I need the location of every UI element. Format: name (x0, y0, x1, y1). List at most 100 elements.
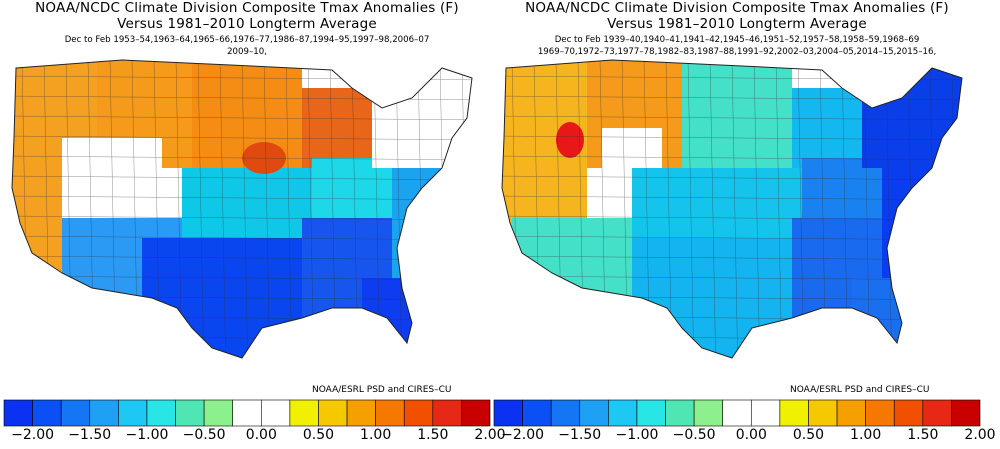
colorbar-swatch (260, 399, 291, 427)
us-outline (501, 59, 963, 359)
colorbar-swatch (750, 399, 781, 427)
colorbar (3, 399, 491, 427)
panel-title: NOAA/NCDC Climate Division Composite Tma… (2, 0, 492, 32)
us-anomaly-map (492, 58, 982, 378)
division-border (492, 376, 982, 378)
colorbar-tick-label: 2.00 (964, 427, 996, 443)
region-northeast (372, 60, 472, 168)
colorbar-tick-label: −1.00 (615, 427, 659, 443)
colorbar-swatch (865, 399, 895, 427)
right-map-panel: NOAA/NCDC Climate Division Composite Tma… (492, 0, 996, 449)
left-map-panel: NOAA/NCDC Climate Division Composite Tma… (2, 0, 506, 449)
division-border (974, 58, 980, 378)
colorbar-swatch (461, 399, 491, 427)
colorbar-swatch (203, 399, 234, 427)
division-border (12, 355, 472, 358)
division-border (502, 135, 962, 141)
division-border (12, 95, 472, 101)
colorbar-tick-label: −1.50 (68, 427, 112, 443)
colorbar-swatch (118, 399, 148, 427)
colorbar-swatch (550, 399, 581, 427)
division-border (885, 60, 893, 358)
division-border (12, 115, 472, 121)
region-southwest (512, 218, 632, 358)
colorbar-swatch (522, 399, 552, 427)
colorbar-swatch (579, 399, 609, 427)
period-line-1: Dec to Feb 1939–40,1940–41,1941–42,1945–… (554, 35, 920, 45)
composite-period: Dec to Feb 1953–54,1963–64,1965–66,1976–… (2, 34, 492, 58)
region-plains (182, 168, 312, 238)
colorbar-tick-label: −1.00 (125, 427, 169, 443)
colorbar-tick-label: −2.00 (501, 427, 545, 443)
region-northeast (862, 60, 962, 168)
period-line-2: 1969–70,1972–73,1977–78,1982–83,1987–88,… (537, 47, 937, 57)
colorbar-swatch (432, 399, 462, 427)
division-border (687, 60, 695, 358)
division-border (502, 195, 962, 201)
colorbar-tick-label: 0.50 (302, 427, 335, 443)
colorbar-swatch (89, 399, 119, 427)
division-border (502, 155, 962, 161)
colorbar-swatch (693, 399, 724, 427)
region-florida (852, 278, 962, 358)
division-border (12, 195, 472, 201)
colorbar-swatch (636, 399, 666, 427)
division-border (12, 135, 472, 141)
region-mid-atlantic (882, 168, 962, 278)
region-north-central (682, 60, 792, 168)
period-line-1: Dec to Feb 1953–54,1963–64,1965–66,1976–… (64, 35, 430, 45)
colorbar-tick-label: 0.50 (792, 427, 825, 443)
colorbar-swatch (665, 399, 695, 427)
colorbar-tick-label: −0.50 (672, 427, 716, 443)
colorbar-ticks: −2.00 −1.50 −1.00 −0.50 0.00 0.50 1.00 1.50 2.00 (2, 427, 505, 445)
region-texas (142, 238, 312, 358)
region-florida (362, 278, 472, 358)
title-line-1: NOAA/NCDC Climate Division Composite Tma… (35, 0, 459, 16)
colorbar-tick-label: 1.00 (360, 427, 392, 443)
title-line-1: NOAA/NCDC Climate Division Composite Tma… (525, 0, 949, 16)
colorbar-tick-label: 1.50 (907, 427, 939, 443)
colorbar-tick-label: 0.00 (735, 427, 767, 443)
colorbar-tick-label: −2.00 (11, 427, 55, 443)
colorbar-tick-label: 2.00 (474, 427, 506, 443)
colorbar-tick-label: 1.00 (850, 427, 882, 443)
division-border (395, 60, 403, 358)
colorbar-swatch (722, 399, 752, 427)
credit-text: NOAA/ESRL PSD and CIRES–CU (790, 385, 930, 395)
colorbar-swatch (175, 399, 205, 427)
colorbar-swatch (346, 399, 376, 427)
colorbar-swatch (403, 399, 434, 427)
division-border (2, 376, 492, 378)
division-border (502, 355, 962, 358)
colorbar-swatch (779, 399, 809, 427)
colorbar-swatch (60, 399, 91, 427)
colorbar-tick-label: 1.50 (417, 427, 449, 443)
division-border (12, 175, 472, 181)
colorbar-swatch (32, 399, 62, 427)
division-border (197, 60, 205, 358)
region-texas (632, 238, 802, 358)
division-border (12, 155, 472, 161)
division-border (502, 175, 962, 181)
us-anomaly-map (2, 58, 492, 378)
composite-period: Dec to Feb 1939–40,1940–41,1941–42,1945–… (492, 34, 982, 58)
division-border (484, 58, 490, 378)
colorbar-swatch (3, 399, 33, 427)
colorbar-swatch (836, 399, 866, 427)
colorbar-tick-label: 0.00 (245, 427, 277, 443)
region-mid-atlantic (392, 168, 472, 278)
colorbar-swatch (289, 399, 319, 427)
panel-title: NOAA/NCDC Climate Division Composite Tma… (492, 0, 982, 32)
colorbar-swatch (375, 399, 405, 427)
division-border (502, 115, 962, 121)
colorbar-swatch (922, 399, 952, 427)
colorbar (493, 399, 981, 427)
credit-text: NOAA/ESRL PSD and CIRES–CU (312, 385, 452, 395)
region-plains (632, 168, 802, 238)
period-line-2: 2009–10, (227, 47, 267, 57)
colorbar-ticks: −2.00 −1.50 −1.00 −0.50 0.00 0.50 1.00 1.50 2.00 (492, 427, 995, 445)
colorbar-swatch (951, 399, 981, 427)
colorbar-tick-label: −0.50 (182, 427, 226, 443)
colorbar-swatch (893, 399, 924, 427)
division-border (502, 95, 962, 101)
